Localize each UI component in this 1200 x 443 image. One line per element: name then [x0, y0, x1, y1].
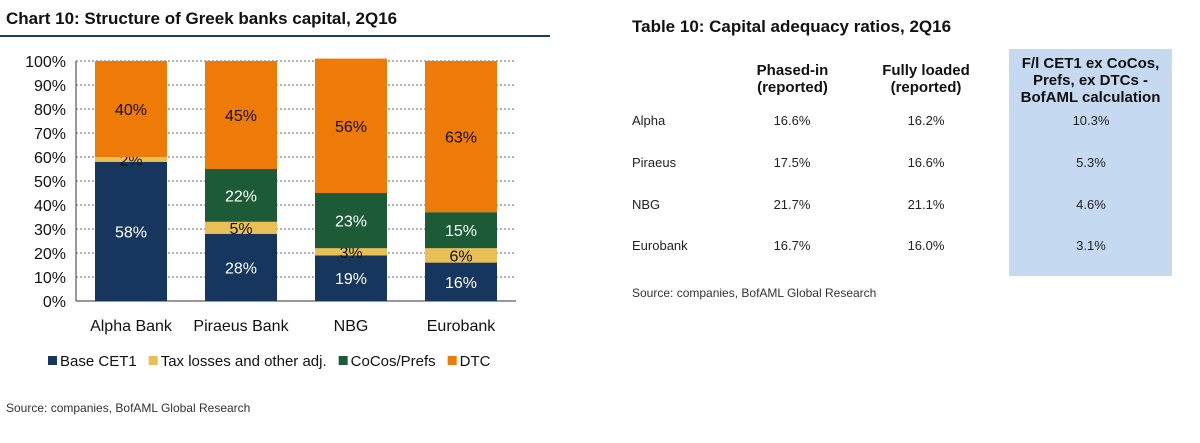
- y-tick-label: 80%: [34, 102, 66, 119]
- cell: 3.1%: [1076, 238, 1106, 253]
- cell: 16.6%: [907, 155, 945, 170]
- data-label: 5%: [229, 221, 252, 238]
- bar-segment: [315, 255, 387, 301]
- bar-segment: [425, 212, 497, 249]
- y-tick-label: 100%: [25, 54, 66, 71]
- row-label-eurobank: Eurobank: [632, 238, 688, 253]
- bar-segment: [315, 58, 387, 193]
- y-tick-label: 10%: [34, 270, 66, 287]
- bar-segment: [315, 193, 387, 249]
- bar-segment: [425, 248, 497, 263]
- header-line: Prefs, ex DTCs -: [1032, 72, 1149, 89]
- bar-segment: [425, 61, 497, 213]
- x-tick-label: Piraeus Bank: [193, 318, 289, 335]
- legend-label: Tax losses and other adj.: [161, 353, 327, 370]
- y-tick-label: 40%: [34, 198, 66, 215]
- stacked-bar-chart: 0%10%20%30%40%50%60%70%80%90%100%58%2%40…: [25, 54, 516, 370]
- cell: 21.1%: [907, 197, 945, 212]
- header-line: (reported): [757, 79, 828, 96]
- cell: 4.6%: [1076, 197, 1106, 212]
- header-fully-loaded: Fully loaded (reported): [866, 62, 986, 96]
- data-label: 16%: [445, 275, 477, 292]
- y-tick-label: 30%: [34, 222, 66, 239]
- bar-segment: [95, 61, 167, 157]
- header-line: BofAML calculation: [1020, 89, 1161, 106]
- bar-segment: [95, 161, 167, 301]
- y-tick-label: 50%: [34, 174, 66, 191]
- legend-swatch: [148, 356, 158, 365]
- data-label: 19%: [335, 271, 367, 288]
- header-bofaml-calc: F/l CET1 ex CoCos, Prefs, ex DTCs - BofA…: [1009, 55, 1172, 106]
- bar-segment: [205, 233, 277, 301]
- x-tick-label: Alpha Bank: [90, 318, 173, 335]
- cell: 16.7%: [773, 238, 811, 253]
- header-line: (reported): [890, 79, 962, 96]
- data-label: 56%: [335, 119, 367, 136]
- cell: 5.3%: [1076, 155, 1106, 170]
- data-label: 15%: [445, 223, 477, 240]
- legend-label: DTC: [460, 353, 491, 370]
- header-line: F/l CET1 ex CoCos,: [1021, 55, 1160, 72]
- table-title: Table 10: Capital adequacy ratios, 2Q16: [632, 17, 952, 36]
- bar-segment: [205, 221, 277, 234]
- legend-label: CoCos/Prefs: [351, 353, 436, 370]
- y-tick-label: 20%: [34, 246, 66, 263]
- cell: 21.7%: [773, 197, 811, 212]
- y-tick-label: 70%: [34, 126, 66, 143]
- highlight-column-bg: [1009, 49, 1172, 276]
- data-label: 45%: [225, 108, 257, 125]
- y-tick-label: 60%: [34, 150, 66, 167]
- legend-label: Base CET1: [60, 353, 137, 370]
- data-label: 28%: [225, 260, 257, 277]
- data-label: 22%: [225, 188, 257, 205]
- bar-segment: [205, 169, 277, 222]
- bar-segment: [205, 61, 277, 169]
- y-tick-label: 90%: [34, 78, 66, 95]
- title-rule: [0, 35, 550, 37]
- data-label: 58%: [115, 224, 147, 241]
- cell: 16.2%: [907, 113, 945, 128]
- cell: 16.6%: [773, 113, 811, 128]
- cell: 16.0%: [907, 238, 945, 253]
- header-line: Phased-in: [756, 62, 829, 79]
- cell: 17.5%: [773, 155, 811, 170]
- data-label: 23%: [335, 214, 367, 231]
- legend-swatch: [48, 356, 57, 365]
- header-line: Fully loaded: [882, 62, 970, 79]
- header-phased-in: Phased-in (reported): [735, 62, 850, 96]
- data-label: 3%: [339, 245, 362, 262]
- data-label: 6%: [449, 248, 472, 265]
- bar-segment: [315, 248, 387, 256]
- data-label: 63%: [445, 130, 477, 147]
- row-label-piraeus: Piraeus: [632, 155, 677, 170]
- bar-segment: [425, 262, 497, 301]
- x-tick-label: Eurobank: [427, 318, 496, 335]
- x-tick-label: NBG: [334, 318, 369, 335]
- cell: 10.3%: [1072, 113, 1110, 128]
- row-label-nbg: NBG: [632, 197, 661, 212]
- legend-swatch: [338, 356, 348, 365]
- row-label-alpha: Alpha: [632, 113, 666, 128]
- y-tick-label: 0%: [43, 294, 66, 311]
- data-label: 40%: [115, 102, 147, 119]
- chart-title: Chart 10: Structure of Greek banks capit…: [6, 9, 398, 28]
- bar-segment: [95, 157, 167, 162]
- legend-swatch: [447, 356, 457, 365]
- chart-source: Source: companies, BofAML Global Researc…: [6, 401, 251, 415]
- table-source: Source: companies, BofAML Global Researc…: [632, 286, 877, 300]
